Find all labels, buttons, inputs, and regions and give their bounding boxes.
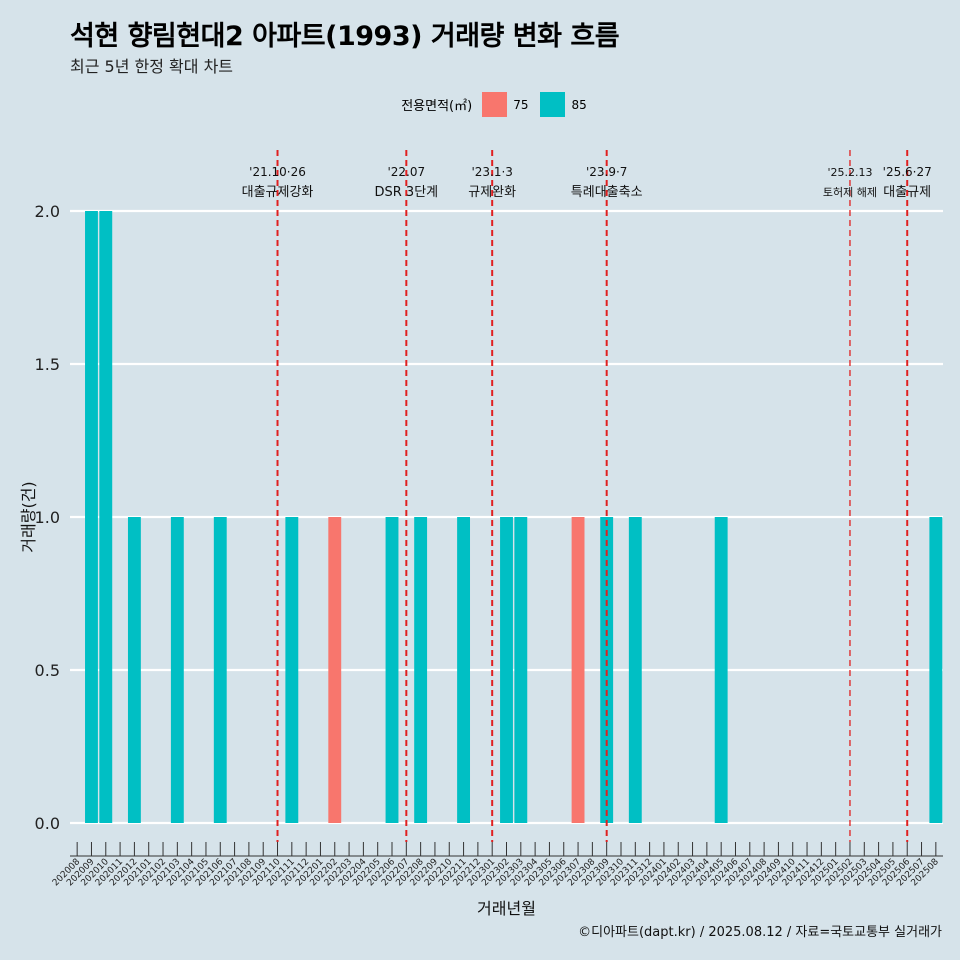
chart-subtitle: 최근 5년 한정 확대 차트 (70, 57, 234, 76)
event-date-202301: '23.1·3 (471, 165, 512, 179)
event-label-202301: 규제완화 (468, 185, 516, 200)
source-caption: ©디아파트(dapt.kr) / 2025.08.12 / 자료=국토교통부 실… (578, 925, 942, 940)
bar-85-202302 (500, 517, 513, 823)
event-date-202502: '25.2.13 (827, 166, 872, 179)
bar-85-202508 (929, 517, 943, 823)
bar-75-202307 (571, 517, 585, 823)
bar-85-202303 (514, 517, 528, 823)
y-tick-label: 1.5 (35, 355, 60, 374)
legend: 전용면적(㎡) 75 85 (0, 92, 960, 117)
x-axis-title: 거래년월 (477, 899, 536, 918)
event-label-202207: DSR 3단계 (375, 185, 439, 200)
event-label-202110: 대출규제강화 (242, 185, 314, 200)
bar-85-202211 (457, 517, 471, 823)
event-date-202309: '23.9·7 (586, 165, 627, 179)
bar-85-202106 (213, 517, 227, 823)
bar-85-202010 (99, 211, 113, 823)
legend-title: 전용면적(㎡) (401, 99, 473, 114)
legend-swatch-75 (482, 92, 508, 117)
event-date-202110: '21.10·26 (249, 165, 306, 179)
bar-85-202103 (170, 517, 184, 823)
legend-swatch-85 (540, 92, 566, 117)
bar-85-202208 (414, 517, 428, 823)
bar-85-202111 (285, 517, 299, 823)
bar-85-202405 (714, 517, 728, 823)
y-tick-label: 1.0 (35, 508, 60, 527)
bar-85-202009 (85, 211, 98, 823)
y-tick-label: 0.5 (35, 661, 60, 680)
event-label-202502: 토허제 해제 (823, 185, 877, 199)
event-label-202309: 특례대출축소 (571, 185, 643, 200)
y-axis-title: 거래량(건) (19, 481, 38, 552)
bar-85-202311 (628, 517, 642, 823)
event-date-202207: '22.07 (387, 165, 425, 179)
y-tick-label: 0.0 (35, 814, 60, 833)
event-date-202506: '25.6·27 (883, 165, 932, 179)
bar-75-202202 (328, 517, 342, 823)
bar-85-202012 (127, 517, 141, 823)
y-tick-label: 2.0 (35, 202, 60, 221)
bar-85-202206 (385, 517, 399, 823)
legend-label-85: 85 (571, 97, 587, 112)
chart-title: 석현 향림현대2 아파트(1993) 거래량 변화 흐름 (70, 21, 620, 52)
event-label-202506: 대출규제 (883, 185, 931, 200)
legend-label-75: 75 (513, 97, 529, 112)
